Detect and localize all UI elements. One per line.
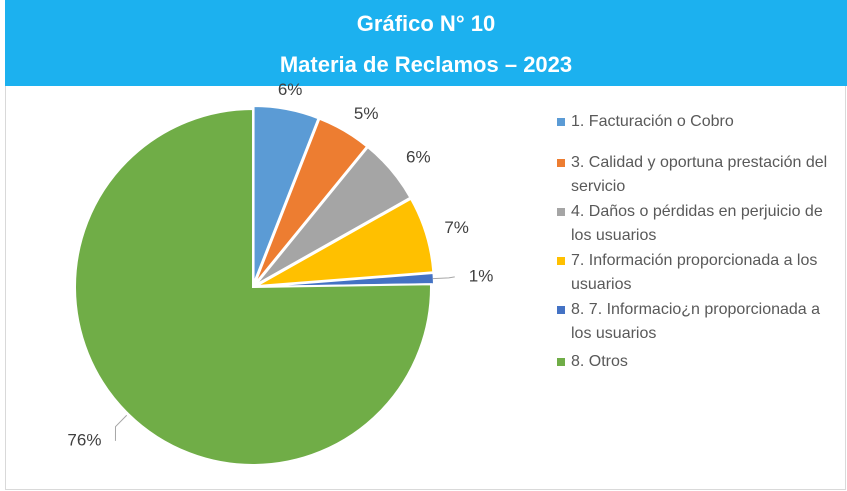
data-label: 76%: [67, 430, 101, 449]
data-label: 6%: [406, 148, 431, 167]
chart-title: Gráfico N° 10: [357, 11, 495, 36]
leader-line: [432, 276, 455, 280]
legend-item: 8. 7. Informacio¿n proporcionada a los u…: [557, 298, 843, 346]
legend-item: 8. Otros: [557, 350, 843, 374]
pie-slice: [252, 105, 320, 285]
data-label: 7%: [444, 218, 469, 237]
legend-swatch: [557, 306, 565, 314]
pie-slice: [253, 117, 369, 286]
pie-slice: [254, 145, 412, 286]
legend-swatch: [557, 118, 565, 126]
legend-swatch: [557, 208, 565, 216]
legend-item: 7. Información proporcionada a los usuar…: [557, 249, 843, 297]
leader-line: [114, 414, 128, 441]
data-label: 5%: [354, 104, 379, 123]
legend-item: 3. Calidad y oportuna prestación del ser…: [557, 151, 843, 199]
legend-label: 7. Información proporcionada a los usuar…: [571, 252, 818, 293]
legend-swatch: [557, 358, 565, 366]
legend-label: 3. Calidad y oportuna prestación del ser…: [571, 154, 828, 195]
legend-label: 1. Facturación o Cobro: [571, 113, 734, 130]
legend-item: 4. Daños o pérdidas en perjuicio de los …: [557, 200, 843, 248]
data-label: 6%: [278, 80, 303, 99]
legend-label: 8. 7. Informacio¿n proporcionada a los u…: [571, 301, 821, 342]
data-label: 1%: [469, 266, 494, 285]
legend-label: 4. Daños o pérdidas en perjuicio de los …: [571, 203, 823, 244]
legend-swatch: [557, 159, 565, 167]
legend-swatch: [557, 257, 565, 265]
legend-item: 1. Facturación o Cobro: [557, 110, 843, 134]
header-bar: [5, 0, 847, 86]
pie-slice: [74, 107, 432, 466]
chart-subtitle: Materia de Reclamos – 2023: [280, 52, 572, 77]
legend-label: 8. Otros: [571, 353, 628, 370]
